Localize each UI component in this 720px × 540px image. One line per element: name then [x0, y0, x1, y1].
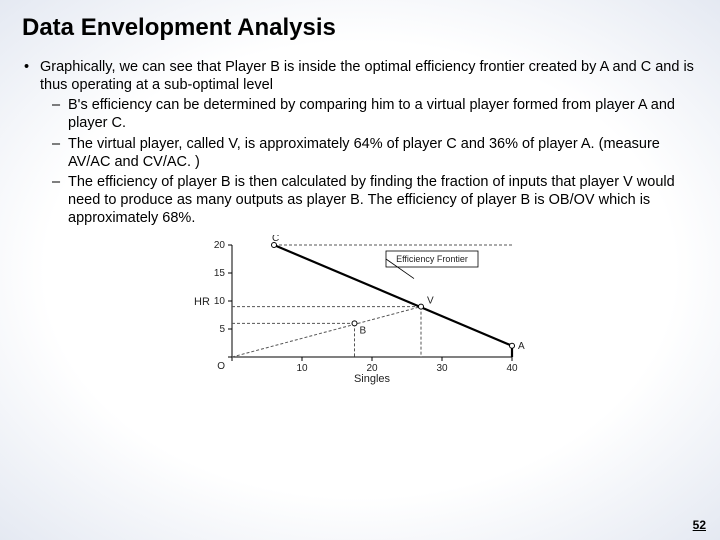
- body-text: Graphically, we can see that Player B is…: [22, 58, 698, 227]
- svg-text:10: 10: [214, 296, 226, 307]
- bullet-sub-1: B's efficiency can be determined by comp…: [22, 96, 698, 132]
- slide-title: Data Envelopment Analysis: [22, 14, 698, 42]
- svg-text:20: 20: [214, 240, 226, 251]
- svg-text:40: 40: [506, 363, 518, 374]
- chart-container: 102030405101520OSinglesHRABCVEfficiency …: [180, 235, 540, 385]
- svg-text:30: 30: [436, 363, 448, 374]
- svg-text:10: 10: [296, 363, 308, 374]
- efficiency-chart: 102030405101520OSinglesHRABCVEfficiency …: [190, 235, 530, 385]
- svg-text:HR: HR: [194, 296, 210, 308]
- bullet-sub-3: The efficiency of player B is then calcu…: [22, 173, 698, 227]
- svg-text:Singles: Singles: [354, 373, 391, 385]
- svg-text:B: B: [360, 326, 367, 337]
- bullet-main: Graphically, we can see that Player B is…: [22, 58, 698, 94]
- svg-text:V: V: [427, 296, 434, 307]
- svg-text:15: 15: [214, 268, 226, 279]
- bullet-sub-2: The virtual player, called V, is approxi…: [22, 135, 698, 171]
- svg-text:C: C: [272, 235, 279, 244]
- svg-text:A: A: [518, 341, 525, 352]
- page-number: 52: [693, 518, 706, 532]
- svg-text:O: O: [217, 361, 225, 372]
- svg-text:5: 5: [219, 324, 225, 335]
- svg-text:Efficiency Frontier: Efficiency Frontier: [396, 254, 468, 264]
